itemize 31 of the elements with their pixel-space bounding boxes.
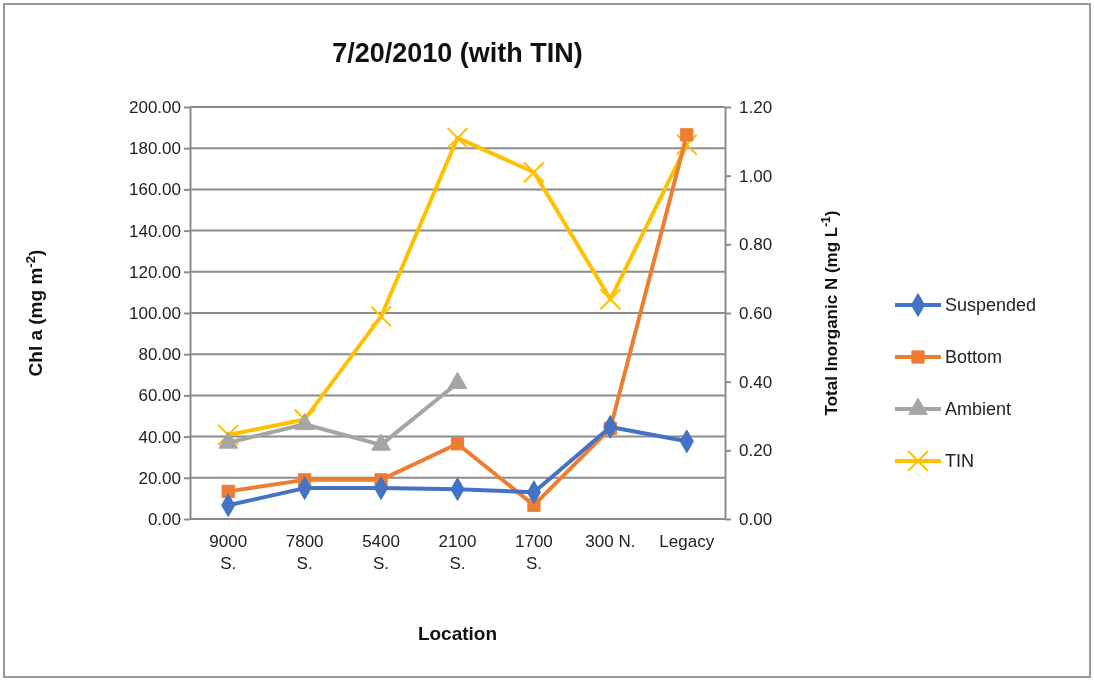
legend-label: Ambient	[945, 399, 1012, 419]
y2-tick-label: 0.00	[739, 509, 773, 529]
y-tick-label: 200.00	[129, 97, 181, 117]
x-tick-label: 9000 S.	[209, 532, 248, 574]
y2-tick-label: 0.60	[739, 303, 773, 323]
y-tick-label: 160.00	[129, 180, 181, 200]
y-tick-label: 100.00	[129, 303, 181, 323]
chart-title: 7/20/2010 (with TIN)	[332, 38, 583, 68]
y-tick-label: 0.00	[147, 509, 181, 529]
x-tick-label: 7800 S.	[285, 532, 324, 574]
y-tick-label: 180.00	[129, 139, 181, 159]
x-tick-label: 300 N.	[585, 532, 636, 551]
y2-tick-label: 0.20	[739, 441, 773, 461]
x-tick-label: 2100 S.	[438, 532, 477, 574]
legend-label: Bottom	[945, 347, 1003, 367]
y2-tick-label: 1.00	[739, 166, 773, 186]
y-tick-label: 140.00	[129, 221, 181, 241]
y2-tick-label: 0.40	[739, 372, 773, 392]
y-tick-label: 60.00	[138, 386, 181, 406]
x-tick-label: Legacy	[659, 532, 715, 551]
y-tick-label: 40.00	[138, 427, 181, 447]
x-tick-label: 1700 S.	[515, 532, 553, 574]
legend-label: TIN	[945, 451, 974, 471]
y-tick-label: 20.00	[138, 468, 181, 488]
y2-tick-label: 1.20	[739, 97, 773, 117]
x-axis-title: Location	[417, 623, 498, 644]
y-tick-label: 80.00	[138, 345, 181, 365]
x-tick-label: 5400 S.	[362, 532, 400, 574]
legend-label: Suspended	[945, 295, 1037, 315]
y-tick-label: 120.00	[129, 262, 181, 282]
y2-tick-label: 0.80	[739, 235, 773, 255]
